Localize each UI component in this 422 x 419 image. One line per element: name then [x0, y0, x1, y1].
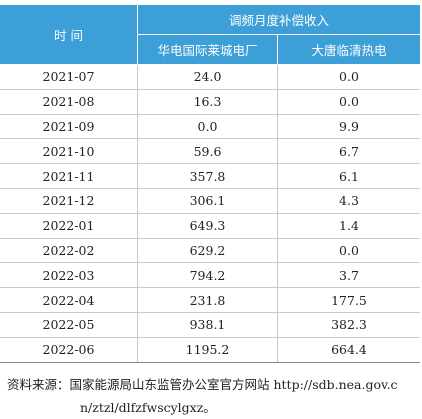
source-note: 资料来源：国家能源局山东监管办公室官方网站 http://sdb.nea.gov… [7, 377, 398, 415]
month-cell: 2022-03 [0, 262, 138, 289]
value-cell: 6.7 [277, 138, 420, 165]
month-cell: 2022-04 [0, 287, 138, 313]
value-cell: 0.0 [277, 64, 420, 90]
month-cell: 2021-12 [0, 188, 138, 214]
month-cell: 2022-02 [0, 238, 138, 264]
value-cell: 664.4 [277, 337, 420, 363]
value-cell: 938.1 [137, 312, 278, 338]
value-cell: 59.6 [137, 138, 278, 165]
value-cell: 1195.2 [137, 337, 278, 363]
header-group: 调频月度补偿收入 [137, 4, 420, 35]
table-row: 2022-05 938.1 382.3 [0, 312, 420, 338]
value-cell: 24.0 [137, 64, 278, 90]
table-row: 2022-06 1195.2 664.4 [0, 337, 420, 363]
value-cell: 357.8 [137, 163, 278, 189]
value-cell: 3.7 [277, 262, 420, 289]
header-time: 时 间 [0, 4, 138, 65]
table-row: 2021-07 24.0 0.0 [0, 64, 420, 90]
value-cell: 0.0 [137, 114, 278, 140]
header-column: 华电国际莱城电厂 [137, 34, 278, 65]
month-cell: 2021-10 [0, 138, 138, 165]
table-row: 2021-08 16.3 0.0 [0, 89, 420, 115]
month-cell: 2021-11 [0, 163, 138, 189]
value-cell: 1.4 [277, 213, 420, 239]
table-row: 2021-10 59.6 6.7 [0, 138, 420, 165]
value-cell: 794.2 [137, 262, 278, 289]
value-cell: 382.3 [277, 312, 420, 338]
table-row: 2021-09 0.0 9.9 [0, 114, 420, 140]
table-row: 2022-03 794.2 3.7 [0, 262, 420, 289]
value-cell: 0.0 [277, 89, 420, 115]
value-cell: 4.3 [277, 188, 420, 214]
month-cell: 2021-09 [0, 114, 138, 140]
table-row: 2022-01 649.3 1.4 [0, 213, 420, 239]
value-cell: 306.1 [137, 188, 278, 214]
value-cell: 0.0 [277, 238, 420, 264]
month-cell: 2022-01 [0, 213, 138, 239]
value-cell: 629.2 [137, 238, 278, 264]
month-cell: 2022-05 [0, 312, 138, 338]
month-cell: 2022-06 [0, 337, 138, 363]
revenue-table: 时 间 调频月度补偿收入 华电国际莱城电厂 大唐临清热电 2021-07 24.0… [0, 4, 420, 363]
value-cell: 6.1 [277, 163, 420, 189]
value-cell: 177.5 [277, 287, 420, 313]
value-cell: 649.3 [137, 213, 278, 239]
table-row: 2021-12 306.1 4.3 [0, 188, 420, 214]
table-row: 2021-11 357.8 6.1 [0, 163, 420, 189]
header-column: 大唐临清热电 [277, 34, 420, 65]
month-cell: 2021-07 [0, 64, 138, 90]
value-cell: 9.9 [277, 114, 420, 140]
value-cell: 231.8 [137, 287, 278, 313]
table-row: 2022-04 231.8 177.5 [0, 287, 420, 313]
table-row: 2022-02 629.2 0.0 [0, 238, 420, 264]
month-cell: 2021-08 [0, 89, 138, 115]
value-cell: 16.3 [137, 89, 278, 115]
table-body: 2021-07 24.0 0.0 2021-08 16.3 0.0 2021-09 0.0 9.… [0, 64, 420, 363]
